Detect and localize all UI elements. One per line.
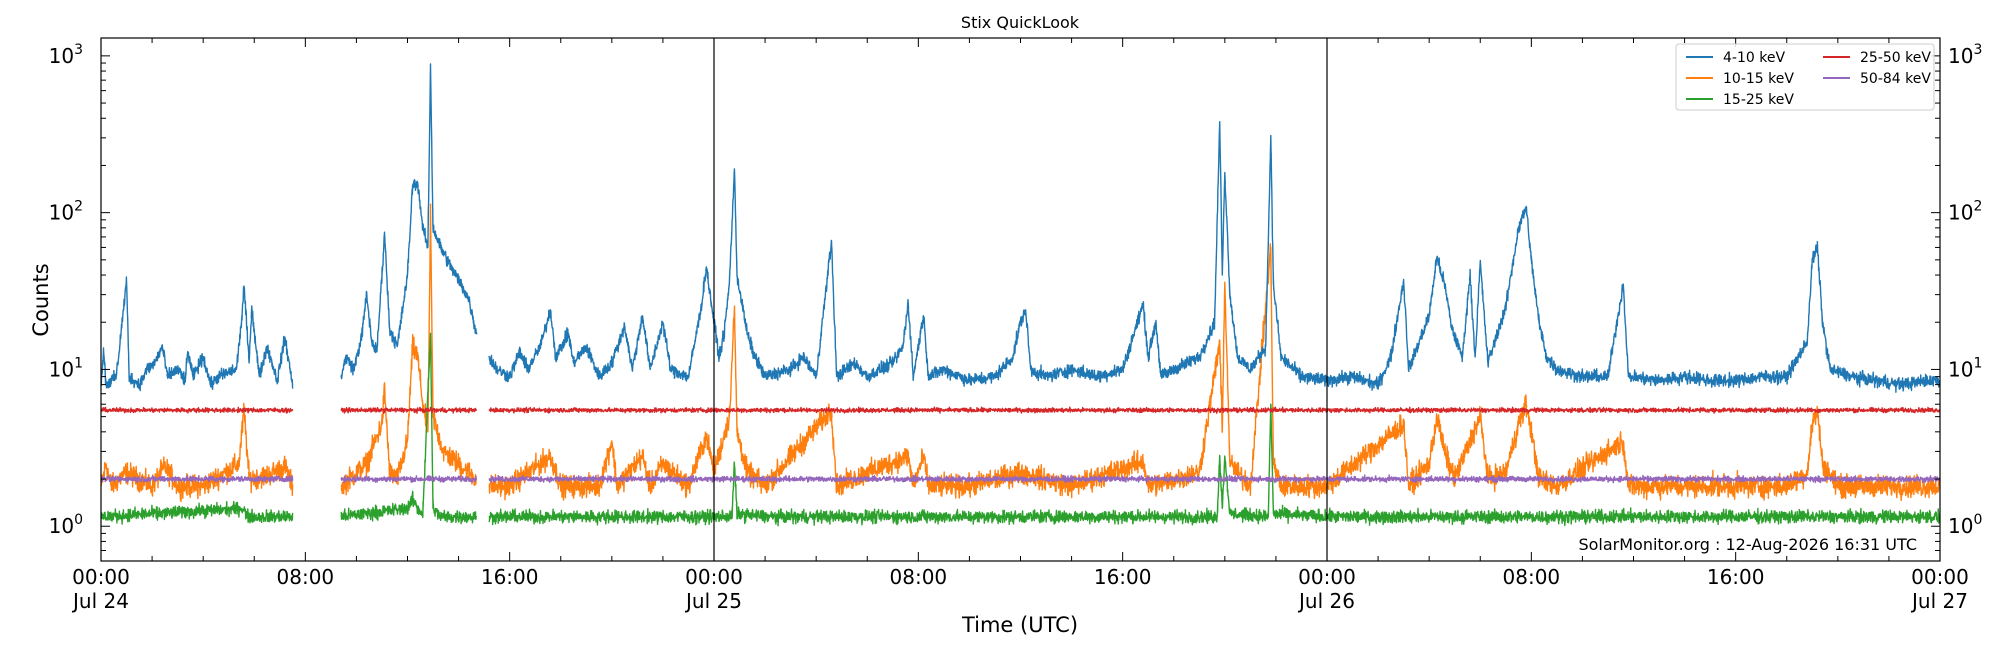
x-tick-label: 16:00: [1094, 565, 1152, 589]
x-tick-label: 00:00: [1298, 565, 1356, 589]
series-line-3: [101, 406, 1940, 414]
x-tick-label: 08:00: [1503, 565, 1561, 589]
y-tick-label-left: 100: [49, 512, 83, 538]
y-tick-label-right: 101: [1948, 355, 1982, 381]
series-layer: [101, 63, 1940, 527]
y-tick-label-left: 102: [49, 199, 83, 225]
legend-entry: 10-15 keV: [1686, 71, 1794, 87]
day-boundary-lines: [713, 38, 1328, 561]
y-tick-label-left: 103: [49, 42, 83, 68]
legend: 4-10 keV 10-15 keV 15-25 keV 25-50 keV 50-84…: [1675, 43, 1935, 111]
x-tick-label: 16:00: [481, 565, 539, 589]
x-axis-title: Time (UTC): [961, 613, 1078, 637]
x-tick-date-label: Jul 26: [1297, 589, 1355, 613]
legend-entry: 15-25 keV: [1686, 92, 1794, 108]
legend-label: 25-50 keV: [1860, 50, 1931, 66]
chart-title: Stix QuickLook: [961, 13, 1080, 32]
y-axis-title: Counts: [29, 263, 53, 336]
y-tick-label-right: 102: [1948, 199, 1982, 225]
x-tick-label: 00:00: [1911, 565, 1969, 589]
timestamp-annotation: SolarMonitor.org : 12-Aug-2026 16:31 UTC: [1578, 535, 1917, 554]
x-tick-label: 00:00: [685, 565, 743, 589]
series-line-4: [101, 474, 1940, 484]
x-tick-label: 00:00: [72, 565, 130, 589]
x-tick-label: 08:00: [890, 565, 948, 589]
x-tick-label: 08:00: [277, 565, 335, 589]
x-tick-date-label: Jul 24: [71, 589, 129, 613]
legend-label: 15-25 keV: [1723, 92, 1794, 108]
legend-entry: 4-10 keV: [1686, 50, 1785, 66]
x-tick-date-label: Jul 27: [1910, 589, 1968, 613]
legend-label: 50-84 keV: [1860, 71, 1931, 87]
series-line-0: [101, 63, 1940, 393]
legend-entry: 50-84 keV: [1823, 71, 1931, 87]
y-tick-label-right: 100: [1948, 512, 1982, 538]
x-tick-label: 16:00: [1707, 565, 1765, 589]
y-tick-label-right: 103: [1948, 42, 1982, 68]
series-line-2: [101, 332, 1940, 527]
legend-label: 10-15 keV: [1723, 71, 1794, 87]
x-tick-date-label: Jul 25: [684, 589, 742, 613]
legend-entry: 25-50 keV: [1823, 50, 1931, 66]
series-line-1: [101, 203, 1940, 503]
y-tick-label-left: 101: [49, 355, 83, 381]
legend-box: [1675, 43, 1935, 111]
legend-label: 4-10 keV: [1723, 50, 1785, 66]
